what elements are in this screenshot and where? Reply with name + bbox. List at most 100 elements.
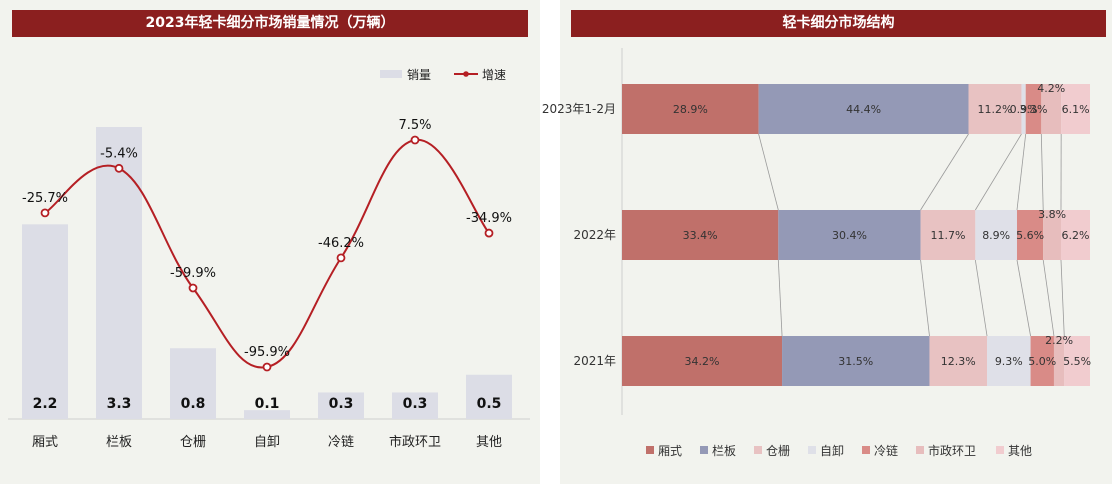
- segment-bar: [622, 84, 759, 134]
- segment-bar: [987, 336, 1031, 386]
- legend-label: 冷链: [874, 443, 898, 458]
- legend-label: 自卸: [820, 443, 844, 458]
- connector-line: [1016, 259, 1031, 337]
- segment-bar: [778, 210, 921, 260]
- segment-bar: [975, 210, 1017, 260]
- segment-value-label: 8.9%: [982, 229, 1010, 242]
- segment-bar: [782, 336, 930, 386]
- growth-point: [114, 163, 124, 173]
- sales-bar: [318, 392, 364, 419]
- connector-line: [974, 259, 988, 337]
- legend-swatch: [862, 446, 870, 454]
- segment-bar: [622, 336, 783, 386]
- segment-value-label: 5.5%: [1063, 355, 1091, 368]
- legend-swatch: [754, 446, 762, 454]
- connector-line: [1040, 133, 1044, 211]
- segment-bar: [1021, 84, 1026, 134]
- segment-bar: [929, 336, 988, 386]
- segment-value-label: 30.4%: [832, 229, 867, 242]
- connector-line: [920, 259, 930, 337]
- sales-value-label: 0.1: [255, 396, 280, 412]
- segment-bar: [758, 84, 969, 134]
- sales-bar: [244, 410, 290, 419]
- segment-value-label: 3.8%: [1038, 208, 1066, 221]
- right-chart-panel: 轻卡细分市场结构 2023年1-2月 2022年 2021年 28.9% 44.4% 11…: [542, 0, 1112, 484]
- segment-value-label: 6.1%: [1062, 103, 1090, 116]
- segment-bar: [920, 210, 976, 260]
- segment-value-label: 3.3%: [1020, 103, 1048, 116]
- sales-bar: [22, 224, 68, 419]
- sales-value-label: 0.5: [477, 396, 502, 412]
- sales-value-label: 0.8: [181, 396, 206, 412]
- sales-value-label: 0.3: [329, 396, 354, 412]
- category-label: 其他: [476, 435, 502, 450]
- sales-value-label: 2.2: [33, 396, 58, 412]
- row-label: 2023年1-2月: [542, 102, 616, 116]
- row-label: 2021年: [573, 354, 616, 368]
- sales-bar: [96, 127, 142, 419]
- row-label: 2022年: [573, 228, 616, 242]
- segment-value-label: 28.9%: [673, 103, 708, 116]
- segment-bar: [1064, 336, 1090, 386]
- segment-value-label: 9.3%: [995, 355, 1023, 368]
- legend-swatch: [916, 446, 924, 454]
- legend-label: 其他: [1008, 444, 1032, 458]
- category-label: 厢式: [32, 435, 58, 450]
- segment-bar: [1041, 84, 1062, 134]
- left-chart-panel: 2023年轻卡细分市场销量情况（万辆） 2.2 3.3 0.8 0.1 0.3 0.3 0.…: [0, 0, 540, 484]
- connector-line: [758, 133, 779, 211]
- segment-value-label: 4.2%: [1037, 82, 1065, 95]
- category-label: 栏板: [106, 435, 132, 450]
- segment-bar: [622, 210, 779, 260]
- segment-value-label: 11.2%: [978, 103, 1013, 116]
- segment-bar: [1025, 84, 1042, 134]
- legend-line-label: 增速: [482, 68, 506, 82]
- segment-value-label: 31.5%: [838, 355, 873, 368]
- growth-value-label: -5.4%: [100, 146, 138, 161]
- legend-line-marker: [463, 71, 469, 77]
- growth-value-label: -95.9%: [244, 345, 290, 360]
- category-label: 自卸: [254, 434, 280, 450]
- left-chart-title: 2023年轻卡细分市场销量情况（万辆）: [12, 10, 528, 37]
- connector-line: [1016, 133, 1027, 211]
- growth-value-label: -34.9%: [466, 211, 512, 226]
- growth-value-label: -46.2%: [318, 236, 364, 251]
- category-label: 冷链: [328, 435, 354, 450]
- segment-value-label: 0.9%: [1010, 103, 1038, 116]
- segment-value-label: 34.2%: [685, 355, 720, 368]
- sales-bar: [170, 348, 216, 419]
- segment-bar: [1060, 210, 1090, 260]
- legend-bar-swatch: [380, 70, 402, 78]
- legend-label: 仓栅: [766, 443, 790, 458]
- connector-line: [777, 259, 783, 337]
- segment-value-label: 11.7%: [930, 229, 965, 242]
- sales-chart: 2.2 3.3 0.8 0.1 0.3 0.3 0.5 厢式 栏板 仓栅 自卸 冷链 市政环卫 其他 -25…: [8, 68, 530, 450]
- growth-point: [40, 208, 50, 218]
- segment-bar: [1061, 84, 1090, 134]
- connector-line: [1042, 259, 1055, 337]
- segment-bar: [1043, 210, 1061, 260]
- segment-bar: [1016, 210, 1044, 260]
- legend-swatch: [808, 446, 816, 454]
- growth-point: [484, 228, 494, 238]
- segment-value-label: 6.2%: [1062, 229, 1090, 242]
- segment-bar: [968, 84, 1022, 134]
- connector-line: [1060, 259, 1065, 337]
- segment-value-label: 5.6%: [1016, 229, 1044, 242]
- legend-label: 栏板: [712, 443, 736, 458]
- segment-value-label: 12.3%: [941, 355, 976, 368]
- growth-point: [188, 283, 198, 293]
- segment-value-label: 44.4%: [846, 103, 881, 116]
- growth-point: [262, 362, 272, 372]
- sales-bar: [466, 374, 512, 419]
- segment-value-label: 5.0%: [1028, 355, 1056, 368]
- growth-point: [336, 253, 346, 263]
- legend-label: 厢式: [658, 444, 682, 458]
- growth-value-label: 7.5%: [398, 118, 431, 133]
- connector-line: [974, 133, 1022, 211]
- category-label: 市政环卫: [389, 434, 441, 450]
- segment-bar: [1053, 336, 1065, 386]
- segment-value-label: 2.2%: [1045, 334, 1073, 347]
- growth-value-label: -25.7%: [22, 191, 68, 206]
